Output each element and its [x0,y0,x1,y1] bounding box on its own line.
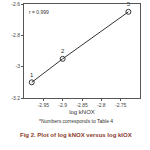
svg-text:log kNOX: log kNOX [69,109,95,115]
svg-text:-2.75: -2.75 [115,102,127,108]
svg-text:-2.95: -2.95 [38,102,50,108]
svg-text:-2.8: -2.8 [97,102,106,108]
svg-text:-3: -3 [16,63,21,69]
svg-text:-2.85: -2.85 [76,102,88,108]
svg-text:-2.6: -2.6 [11,1,20,7]
svg-text:2: 2 [61,48,65,54]
svg-text:5: 5 [127,1,131,7]
svg-text:-2.9: -2.9 [58,102,67,108]
svg-text:1: 1 [30,72,34,78]
svg-text:-2.8: -2.8 [11,32,20,38]
svg-text:Fig 2. Plot of log kNOX versus: Fig 2. Plot of log kNOX versus log kIOX [20,132,132,138]
svg-text:r = 0.999: r = 0.999 [29,9,49,15]
svg-text:*Numbers corresponds to Table: *Numbers corresponds to Table 4 [39,118,113,124]
svg-text:-3.2: -3.2 [11,95,20,101]
